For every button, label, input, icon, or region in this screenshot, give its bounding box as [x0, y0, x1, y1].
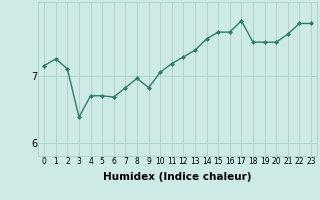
X-axis label: Humidex (Indice chaleur): Humidex (Indice chaleur): [103, 172, 252, 182]
